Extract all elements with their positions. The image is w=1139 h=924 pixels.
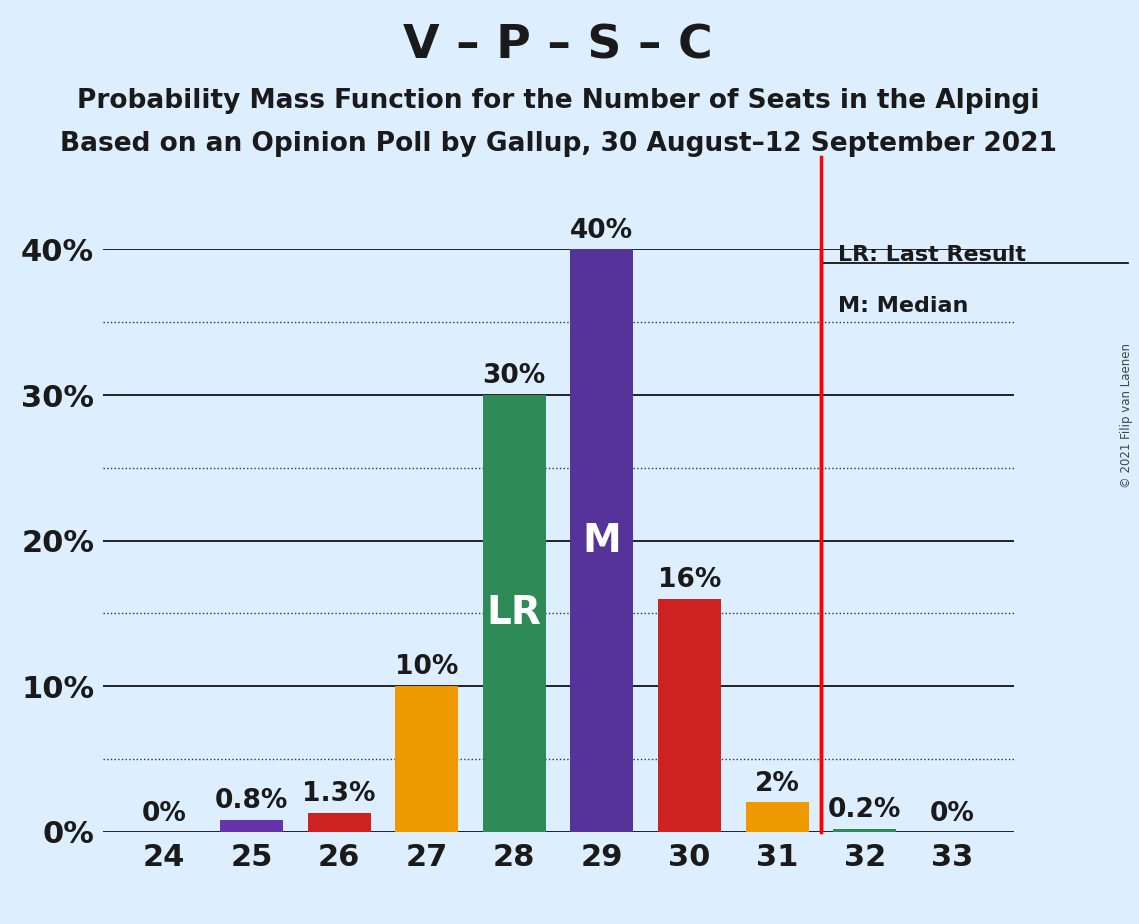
Text: 0%: 0%: [141, 801, 187, 827]
Text: 1.3%: 1.3%: [302, 781, 376, 807]
Text: Probability Mass Function for the Number of Seats in the Alpingi: Probability Mass Function for the Number…: [76, 88, 1040, 114]
Bar: [395, 686, 458, 832]
Text: LR: Last Result: LR: Last Result: [838, 245, 1026, 265]
Text: M: M: [582, 521, 621, 560]
Text: © 2021 Filip van Laenen: © 2021 Filip van Laenen: [1121, 344, 1133, 488]
Bar: [220, 820, 282, 832]
Text: 10%: 10%: [395, 654, 458, 680]
Text: 2%: 2%: [755, 771, 800, 796]
Bar: [308, 813, 370, 832]
Bar: [483, 395, 546, 832]
Text: 16%: 16%: [658, 567, 721, 593]
Text: Based on an Opinion Poll by Gallup, 30 August–12 September 2021: Based on an Opinion Poll by Gallup, 30 A…: [59, 131, 1057, 157]
Text: V – P – S – C: V – P – S – C: [403, 23, 713, 68]
Bar: [834, 829, 896, 832]
Text: 0.8%: 0.8%: [215, 788, 288, 814]
Text: M: Median: M: Median: [838, 296, 968, 316]
Text: 0.2%: 0.2%: [828, 796, 901, 823]
Bar: [746, 802, 809, 832]
Text: 0%: 0%: [929, 801, 975, 827]
Bar: [571, 249, 633, 832]
Text: 40%: 40%: [571, 218, 633, 244]
Text: LR: LR: [486, 594, 542, 632]
Text: 30%: 30%: [483, 363, 546, 389]
Bar: [658, 599, 721, 832]
